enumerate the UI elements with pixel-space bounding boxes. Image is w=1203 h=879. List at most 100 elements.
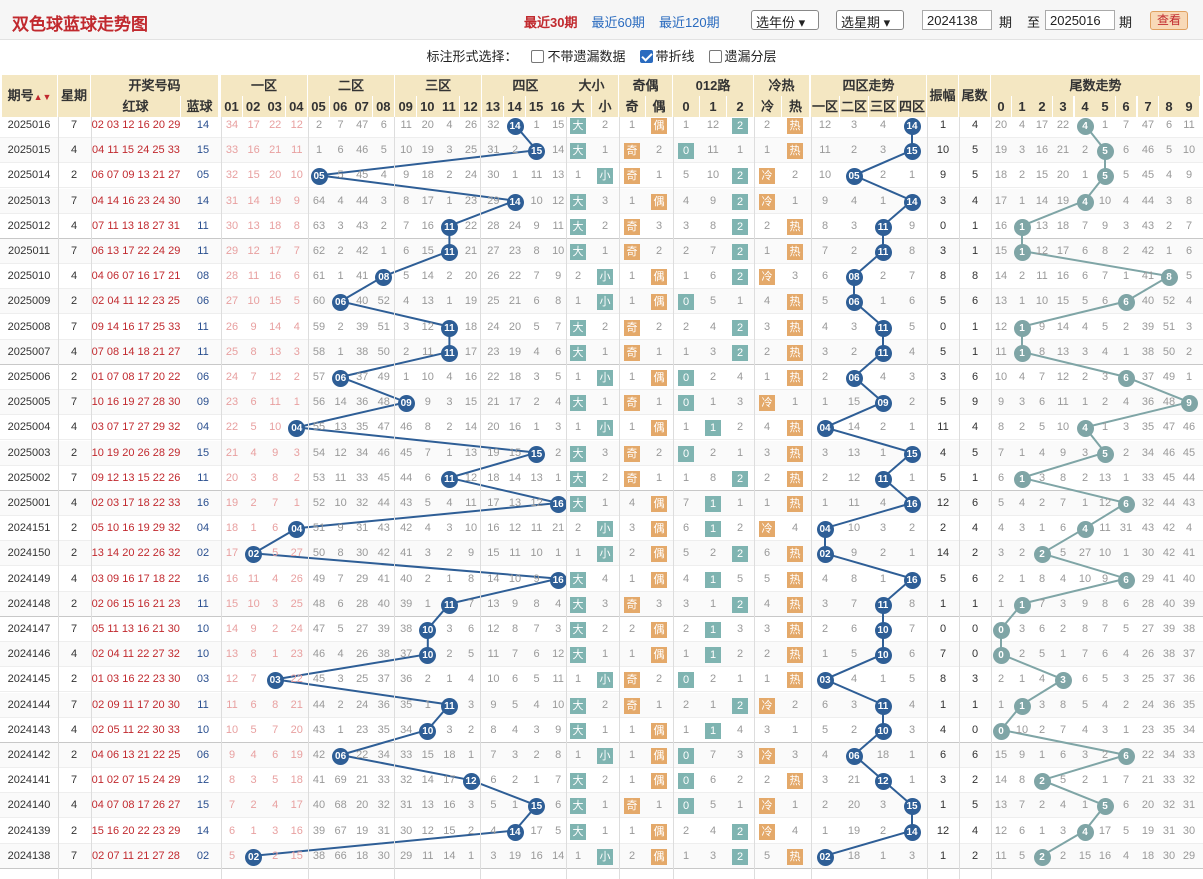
zone-trend-miss: 4 <box>879 497 887 509</box>
tail-trend-miss: 1 <box>1081 497 1089 509</box>
tail-trend-marker: 6 <box>1117 496 1135 513</box>
amp-cell: 1 <box>939 597 947 610</box>
num-header-02: 02 <box>242 96 265 117</box>
size-cell: 大 <box>566 218 590 235</box>
column-divider <box>619 117 620 879</box>
miss-cell: 10 <box>290 169 303 182</box>
zone-ball-cell: 11 <box>438 596 460 614</box>
tail-trend-miss: 2 <box>1059 623 1067 635</box>
miss-cell: 7 <box>467 597 475 610</box>
tail-col-3: 3 <box>1053 96 1074 117</box>
miss-cell: 19 <box>421 144 434 157</box>
to-issue-input[interactable]: 2025016 <box>1045 10 1115 30</box>
tail-trend-miss: 2 <box>1122 320 1130 333</box>
zone-trend-cell: 05 <box>841 168 867 186</box>
tail-trend-miss: 9 <box>997 396 1005 409</box>
tail-trend-marker: 1 <box>1013 470 1031 488</box>
heat-cell: 冷 <box>755 823 779 840</box>
road-tag: 1 <box>705 622 721 638</box>
size-miss-cell: 1 <box>601 396 609 409</box>
tail-trend-cell: 1 <box>1012 470 1033 488</box>
size-cell: 大 <box>566 496 590 512</box>
miss-cell: 68 <box>334 799 347 812</box>
size-cell: 小 <box>593 672 617 689</box>
year-select[interactable]: 选年份 ▾ <box>751 10 819 30</box>
zone-trend-marker: 04 <box>816 420 834 438</box>
sort-icon[interactable]: ▲▼ <box>33 92 52 102</box>
range-30[interactable]: 最近30期 <box>524 15 578 30</box>
miss-cell: 27 <box>225 295 239 308</box>
miss-cell: 12 <box>225 673 239 686</box>
miss-cell: 1 <box>250 522 257 535</box>
road-cell: 1 <box>701 622 725 638</box>
num-header-01: 01 <box>221 96 243 117</box>
tail-trend-cell: 6 <box>1116 748 1137 765</box>
tail-cell: 4 <box>971 119 979 131</box>
zone-ball-cell: 10 <box>417 647 439 665</box>
miss-cell: 23 <box>290 648 303 661</box>
miss-cell: 4 <box>467 673 475 686</box>
miss-cell: 18 <box>225 522 239 535</box>
miss-cell: 7 <box>228 799 236 812</box>
heat-cell: 冷 <box>755 798 779 815</box>
road-miss-cell: 2 <box>682 320 690 333</box>
road-tag: 0 <box>678 395 694 412</box>
tail-trend-miss: 5 <box>1038 421 1046 434</box>
tail-trend-miss: 29 <box>1141 572 1155 585</box>
miss-cell: 41 <box>377 572 390 585</box>
tail-trend-miss: 17 <box>1056 245 1070 257</box>
miss-cell: 16 <box>530 849 543 862</box>
miss-cell: 8 <box>533 597 540 610</box>
option-checkbox-line[interactable] <box>639 50 653 63</box>
miss-cell: 6 <box>272 522 279 535</box>
red-balls-cell: 05 11 13 16 21 30 <box>92 623 180 635</box>
tail-trend-miss: 1 <box>1101 774 1109 787</box>
range-60[interactable]: 最近60期 <box>591 15 645 30</box>
miss-cell: 3 <box>272 597 279 610</box>
zone-trend-cell: 14 <box>899 118 925 135</box>
tail-trend-miss: 3 <box>1165 194 1173 207</box>
option-checkbox-no-miss[interactable] <box>531 50 545 63</box>
miss-cell: 20 <box>508 320 522 333</box>
tail-trend-miss: 4 <box>1122 849 1130 862</box>
heat-miss-cell: 3 <box>763 723 771 736</box>
road-cell: 2 <box>728 118 752 134</box>
miss-cell: 16 <box>443 799 456 812</box>
amp-cell: 0 <box>939 623 947 635</box>
range-120[interactable]: 最近120期 <box>658 15 720 30</box>
miss-cell: 4 <box>490 824 497 837</box>
tail-trend-miss: 36 <box>1141 396 1155 409</box>
option-checkbox-layer[interactable] <box>708 50 722 63</box>
miss-cell: 37 <box>356 371 369 383</box>
zone-trend-col-0: 一区 <box>811 96 840 117</box>
heat-cell: 热 <box>783 622 807 638</box>
tail-trend-miss: 16 <box>1056 270 1070 283</box>
zone-trend-miss: 9 <box>850 547 858 560</box>
miss-cell: 16 <box>487 522 500 535</box>
size-cell: 大 <box>566 193 590 210</box>
parity-cell: 奇 <box>620 319 644 336</box>
size-col-0: 大 <box>565 96 592 117</box>
parity-miss-cell: 1 <box>655 698 663 711</box>
blue-header: 蓝球 <box>181 96 219 117</box>
miss-cell: 3 <box>250 471 257 484</box>
tail-trend-miss: 8 <box>1081 623 1089 635</box>
tail-trend-miss: 1 <box>1122 345 1130 358</box>
road-miss-cell: 6 <box>709 774 717 787</box>
tail-trend-miss: 2 <box>1122 698 1130 711</box>
miss-cell: 11 <box>422 849 434 862</box>
tail-col-4: 4 <box>1075 96 1096 117</box>
miss-cell: 55 <box>312 421 326 434</box>
from-issue-input[interactable]: 2024138 <box>922 10 992 30</box>
zone-ball-cell: 11 <box>438 244 460 261</box>
zone-trend-miss: 3 <box>908 371 916 383</box>
zone-trend-miss: 1 <box>879 194 887 207</box>
zone-trend-miss: 1 <box>908 547 916 560</box>
heat-miss-cell: 2 <box>763 471 771 484</box>
miss-cell: 21 <box>225 446 239 459</box>
parity-tag: 奇 <box>624 218 640 235</box>
miss-cell: 26 <box>225 320 239 333</box>
heat-cell: 热 <box>783 244 807 260</box>
query-button[interactable]: 查看 <box>1150 11 1188 30</box>
weekday-select[interactable]: 选星期 ▾ <box>836 10 904 30</box>
